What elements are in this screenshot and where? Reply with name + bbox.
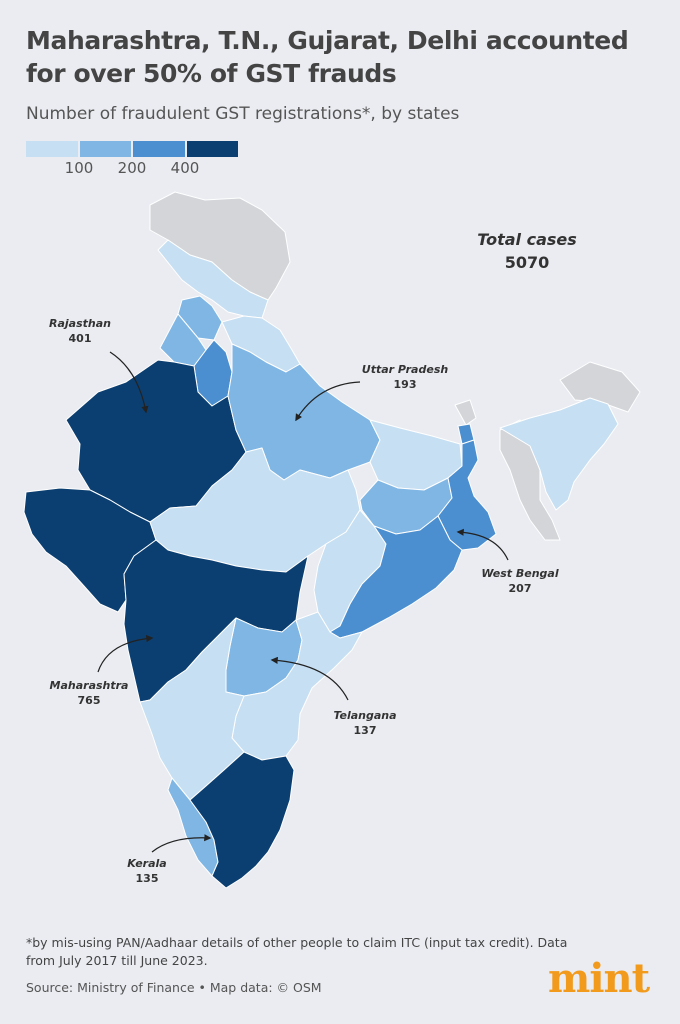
legend-tick-200: 200	[117, 159, 147, 177]
legend-swatch-1	[26, 141, 78, 157]
callout-west-bengal: West Bengal 207	[470, 566, 570, 596]
arrow-uttar-pradesh	[295, 381, 361, 422]
callout-rajasthan-name: Rajasthan	[49, 317, 111, 330]
source-line: Source: Ministry of Finance • Map data: …	[26, 980, 322, 995]
arrow-rajasthan	[109, 351, 149, 414]
total-cases: Total cases 5070	[472, 230, 582, 272]
callout-west-bengal-value: 207	[508, 582, 532, 595]
chart-title: Maharashtra, T.N., Gujarat, Delhi accoun…	[26, 26, 629, 88]
callout-kerala: Kerala 135	[112, 856, 182, 886]
callout-west-bengal-name: West Bengal	[481, 567, 559, 580]
legend-tick-400: 400	[170, 159, 200, 177]
arrow-maharashtra	[97, 634, 154, 673]
region-nepal-gap	[454, 399, 477, 426]
callout-uttar-pradesh-name: Uttar Pradesh	[361, 363, 449, 376]
color-legend: 100 200 400	[26, 141, 238, 177]
arrow-kerala	[151, 834, 212, 853]
total-cases-label: Total cases	[477, 230, 577, 249]
chart-subtitle: Number of fraudulent GST registrations*,…	[26, 104, 460, 124]
callout-maharashtra: Maharashtra 765	[34, 678, 144, 708]
callout-kerala-name: Kerala	[127, 857, 167, 870]
total-cases-value: 5070	[504, 253, 550, 272]
callout-maharashtra-name: Maharashtra	[49, 679, 129, 692]
callout-telangana-value: 137	[353, 724, 377, 737]
callout-maharashtra-value: 765	[77, 694, 101, 707]
legend-bar	[26, 141, 238, 157]
legend-tick-100: 100	[64, 159, 94, 177]
callout-telangana: Telangana 137	[320, 708, 410, 738]
callout-kerala-value: 135	[135, 872, 159, 885]
arrow-west-bengal	[456, 528, 509, 561]
region-odisha	[329, 515, 463, 639]
legend-swatch-3	[133, 141, 185, 157]
callout-arrows	[97, 351, 509, 853]
region-east-disputed	[559, 361, 641, 413]
callout-telangana-name: Telangana	[333, 709, 397, 722]
callout-rajasthan: Rajasthan 401	[40, 316, 120, 346]
legend-swatch-4	[186, 141, 238, 157]
legend-swatch-2	[79, 141, 131, 157]
callout-uttar-pradesh-value: 193	[393, 378, 417, 391]
mint-logo: mint	[548, 955, 650, 1002]
callout-uttar-pradesh: Uttar Pradesh 193	[350, 362, 460, 392]
callout-rajasthan-value: 401	[68, 332, 92, 345]
arrow-telangana	[270, 656, 349, 701]
region-tamil-nadu	[189, 751, 295, 889]
footnote: *by mis-using PAN/Aadhaar details of oth…	[26, 935, 568, 968]
region-northeast	[499, 397, 619, 511]
